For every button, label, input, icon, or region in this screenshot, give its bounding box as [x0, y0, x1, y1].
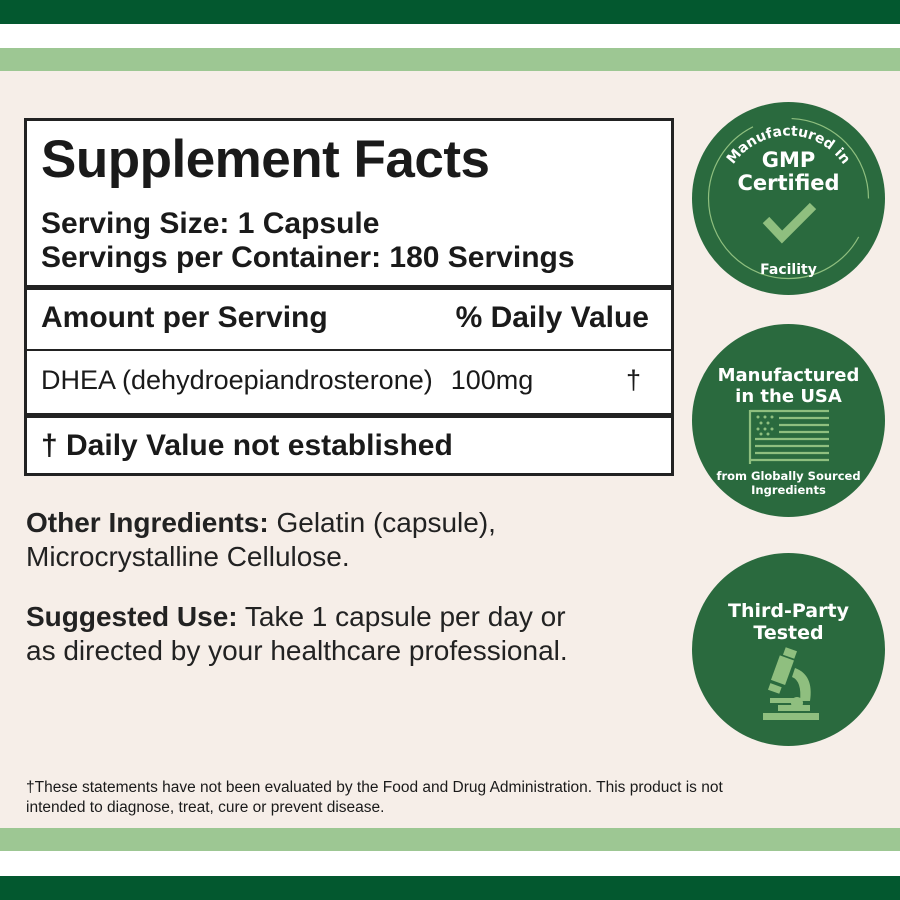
microscope-icon	[763, 647, 819, 720]
suggested-use: Suggested Use: Take 1 capsule per day or…	[26, 600, 568, 668]
badge-bottom-text: Facility	[760, 262, 817, 278]
bottom-dark-band	[0, 876, 900, 900]
disclaimer-line2: intended to diagnose, treat, cure or pre…	[26, 799, 385, 816]
divider	[27, 285, 671, 290]
gmp-ring: Manufactured in Facility GMP Certified	[707, 117, 870, 280]
bottom-white-band	[0, 851, 900, 876]
dv-header: % Daily Value	[455, 301, 649, 334]
badge-sub2: Ingredients	[751, 483, 826, 497]
other-ingredients-text2: Microcrystalline Cellulose.	[26, 541, 350, 572]
suggested-use-text2: as directed by your healthcare professio…	[26, 635, 568, 666]
third-party-badge-art: Third-Party Tested	[728, 600, 850, 720]
top-light-band	[0, 48, 900, 71]
badge-line2: Tested	[753, 622, 823, 644]
other-ingredients-label: Other Ingredients:	[26, 507, 269, 538]
facts-title: Supplement Facts	[41, 130, 490, 189]
badge-line2: Certified	[737, 171, 839, 195]
bottom-light-band	[0, 828, 900, 851]
badge-line1: Third-Party	[728, 600, 850, 622]
serving-size: Serving Size: 1 Capsule	[41, 207, 380, 240]
amount-header: Amount per Serving	[41, 301, 328, 334]
suggested-use-label: Suggested Use:	[26, 601, 238, 632]
ingredient-name: DHEA (dehydroepiandrosterone)	[41, 365, 433, 395]
servings-per-container: Servings per Container: 180 Servings	[41, 241, 575, 274]
third-party-badge: Third-Party Tested	[692, 553, 885, 746]
badge-line2: in the USA	[735, 386, 842, 407]
dv-note: † Daily Value not established	[41, 429, 453, 462]
badge-line1: GMP	[762, 148, 816, 172]
checkmark-icon	[762, 202, 817, 244]
ingredient-amount: 100mg	[450, 365, 534, 395]
supplement-facts-panel: Supplement Facts Serving Size: 1 Capsule…	[24, 118, 674, 476]
top-white-band	[0, 24, 900, 48]
usa-badge: Manufactured in the USA from Globally So…	[692, 324, 885, 517]
top-dark-band	[0, 0, 900, 24]
suggested-use-text: Take 1 capsule per day or	[237, 601, 566, 632]
badge-line1: Manufactured	[718, 365, 860, 386]
usa-badge-art: Manufactured in the USA from Globally So…	[716, 365, 860, 497]
us-flag-icon	[748, 409, 829, 464]
amount-header-row: Amount per Serving % Daily Value	[27, 301, 671, 335]
ingredient-row: DHEA (dehydroepiandrosterone) 100mg †	[27, 365, 671, 396]
badge-sub1: from Globally Sourced	[716, 469, 860, 483]
other-ingredients-text: Gelatin (capsule),	[268, 507, 496, 538]
divider	[27, 413, 671, 418]
divider	[27, 349, 671, 351]
fda-disclaimer: †These statements have not been evaluate…	[26, 778, 846, 818]
serving-info: Serving Size: 1 Capsule Servings per Con…	[27, 207, 671, 275]
other-ingredients: Other Ingredients: Gelatin (capsule), Mi…	[26, 506, 496, 574]
ingredient-dv: †	[625, 365, 641, 395]
disclaimer-line1: †These statements have not been evaluate…	[26, 779, 723, 796]
gmp-badge: Manufactured in Facility GMP Certified	[692, 102, 885, 295]
